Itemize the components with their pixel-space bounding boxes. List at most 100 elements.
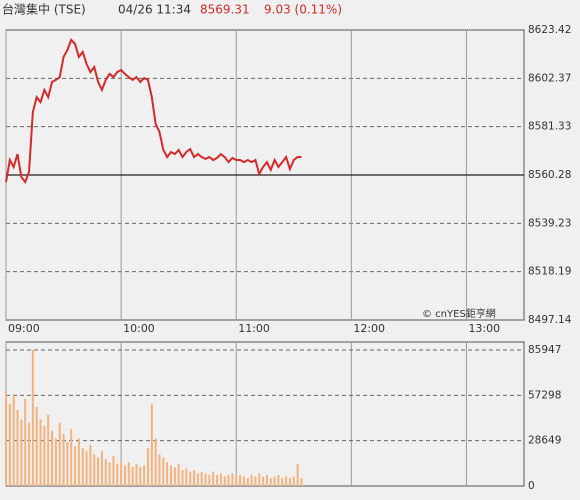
volume-bar: [239, 474, 242, 486]
volume-bar: [81, 448, 84, 486]
volume-bar: [146, 448, 149, 486]
volume-bar: [300, 478, 303, 486]
y-tick-label: 28649: [528, 435, 561, 447]
y-tick-label: 0: [528, 480, 535, 492]
volume-bar: [219, 473, 222, 486]
volume-bar: [8, 403, 11, 486]
y-tick-label: 57298: [528, 389, 561, 401]
volume-bar: [231, 473, 234, 486]
volume-bar: [108, 462, 111, 486]
x-tick-label: 12:00: [353, 322, 385, 335]
volume-bar: [70, 429, 73, 486]
volume-bar: [100, 451, 103, 486]
volume-panel: [5, 341, 525, 487]
volume-bar: [43, 425, 46, 486]
volume-bar: [154, 438, 157, 486]
volume-bar: [139, 467, 142, 486]
volume-bar: [131, 467, 134, 486]
volume-bar: [51, 430, 54, 486]
volume-bar: [54, 438, 57, 486]
volume-bar: [193, 470, 196, 486]
volume-bar: [262, 476, 265, 486]
volume-bar: [246, 478, 249, 486]
volume-bar: [31, 349, 34, 486]
volume-bar: [116, 463, 119, 486]
price-line: [5, 38, 302, 185]
volume-bar: [162, 457, 165, 486]
volume-bar: [143, 465, 146, 486]
volume-bar: [200, 471, 203, 486]
volume-bar: [227, 474, 230, 486]
volume-bar: [12, 394, 15, 486]
volume-bar: [166, 462, 169, 486]
volume-bar: [58, 422, 61, 486]
volume-bar: [265, 474, 268, 486]
quote-price: 8569.31: [200, 3, 250, 17]
volume-bar: [93, 454, 96, 486]
volume-bar: [288, 478, 291, 486]
volume-bar: [254, 476, 257, 486]
watermark: © cnYES鉅亨網: [422, 307, 496, 320]
volume-bar: [296, 463, 299, 486]
volume-bar: [185, 468, 188, 486]
volume-bar: [150, 403, 153, 486]
volume-bar: [74, 446, 77, 486]
quote-time: 04/26 11:34: [118, 3, 191, 17]
volume-bar: [16, 410, 19, 486]
volume-bar: [89, 444, 92, 486]
volume-bar: [104, 459, 107, 486]
x-tick-label: 10:00: [123, 322, 155, 335]
y-tick-label: 8602.37: [528, 72, 571, 84]
volume-bar: [208, 474, 211, 486]
x-tick-label: 11:00: [238, 322, 270, 335]
volume-bar: [235, 476, 238, 486]
x-tick-label: 13:00: [468, 322, 500, 335]
index-name: 台灣集中 (TSE): [2, 2, 86, 17]
volume-bar: [277, 474, 280, 486]
volume-bar: [158, 454, 161, 486]
volume-bar: [47, 414, 50, 486]
volume-bar: [189, 471, 192, 486]
volume-bar: [177, 463, 180, 486]
volume-bar: [204, 473, 207, 486]
volume-bar: [5, 391, 7, 486]
volume-bar: [258, 473, 261, 486]
volume-bar: [112, 455, 115, 486]
volume-bar: [123, 465, 126, 486]
y-tick-label: 8581.33: [528, 121, 571, 133]
volume-bar: [127, 462, 130, 486]
volume-bar: [223, 476, 226, 486]
quote-change: 9.03 (0.11%): [264, 3, 342, 17]
volume-bar: [250, 474, 253, 486]
volume-bar: [20, 419, 23, 486]
y-tick-label: 85947: [528, 344, 561, 356]
volume-bar: [120, 460, 123, 486]
y-tick-label: 8560.28: [528, 169, 571, 181]
volume-bar: [269, 478, 272, 486]
volume-bar: [66, 441, 69, 486]
volume-bar: [28, 422, 31, 486]
volume-bar: [39, 419, 42, 486]
volume-bar: [62, 433, 65, 486]
volume-bar: [285, 476, 288, 486]
volume-bar: [97, 457, 100, 486]
volume-bar: [173, 467, 176, 486]
volume-bar: [169, 465, 172, 486]
volume-bar: [196, 473, 199, 486]
volume-bar: [216, 474, 219, 486]
volume-bar: [292, 476, 295, 486]
volume-bar: [281, 478, 284, 486]
y-tick-label: 8497.14: [528, 314, 572, 326]
volume-bar: [181, 470, 184, 486]
volume-bar: [273, 476, 276, 486]
y-tick-label: 8518.19: [528, 266, 571, 278]
volume-bar: [135, 463, 138, 486]
x-tick-label: 09:00: [8, 322, 40, 335]
volume-bar: [77, 438, 80, 486]
y-tick-label: 8623.42: [528, 24, 571, 36]
volume-bar: [242, 476, 245, 486]
volume-bar: [85, 451, 88, 486]
volume-bar: [212, 471, 215, 486]
